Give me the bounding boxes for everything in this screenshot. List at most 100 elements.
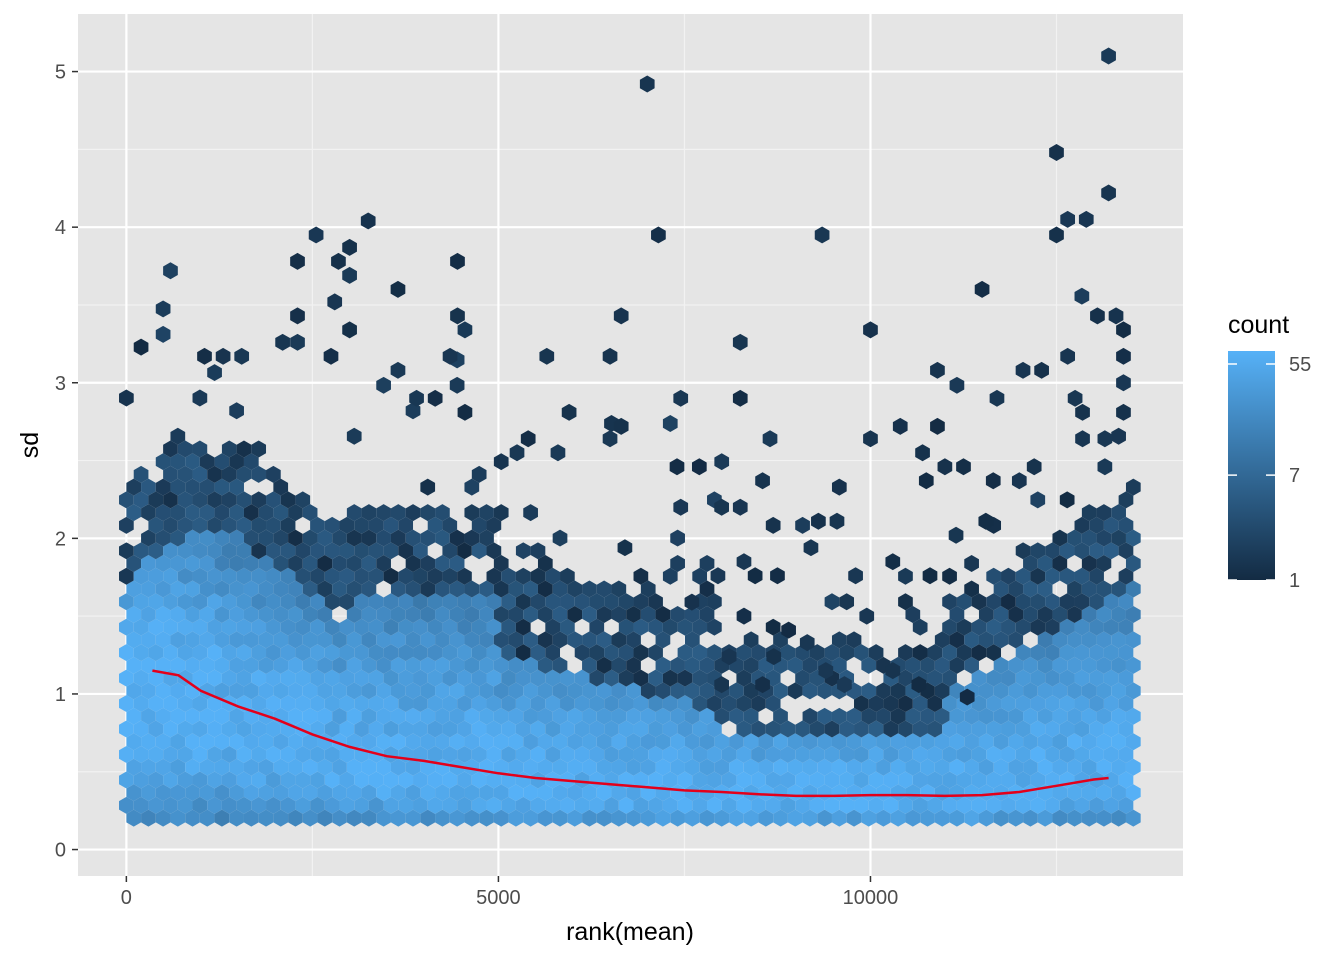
- hex-cell: [368, 516, 384, 534]
- hex-cell: [1023, 682, 1038, 700]
- hex-cell: [1118, 669, 1134, 687]
- hex-cell: [515, 669, 531, 687]
- hex-cell: [846, 784, 862, 802]
- hex-cell: [692, 720, 708, 738]
- hex-cell: [221, 465, 237, 483]
- hex-cell: [1052, 529, 1068, 547]
- hex-cell: [1015, 720, 1031, 738]
- hex-cell: [192, 796, 208, 814]
- hex-cell: [383, 796, 399, 814]
- hex-cell: [302, 555, 318, 573]
- hex-cell: [501, 695, 516, 713]
- hex-cell: [707, 746, 722, 763]
- hex-cell: [405, 733, 421, 751]
- hex-cell: [141, 555, 156, 573]
- hex-cell: [199, 656, 215, 674]
- hex-cell: [339, 746, 355, 763]
- hex-cell: [207, 465, 222, 483]
- hex-cell: [148, 669, 164, 687]
- hex-cell: [670, 758, 685, 776]
- hex-cell: [670, 656, 685, 674]
- hex-cell: [501, 618, 516, 636]
- hex-cell: [383, 771, 399, 789]
- hex-cell: [346, 504, 362, 522]
- hex-cell: [155, 325, 171, 343]
- hex-cell: [214, 605, 230, 623]
- hex-cell: [1052, 784, 1068, 802]
- hex-cell: [1001, 796, 1016, 814]
- x-tick-label: 10000: [843, 887, 899, 909]
- hex-cell-outlier: [1116, 374, 1131, 392]
- hex-cell: [288, 733, 303, 751]
- hex-cell-outlier: [1026, 458, 1042, 476]
- hex-cell: [707, 771, 722, 789]
- hex-cell: [1001, 771, 1016, 789]
- legend-colorbar: [1228, 351, 1275, 580]
- hex-cell: [1103, 695, 1119, 713]
- hex-cell: [243, 529, 259, 547]
- hex-cell: [1103, 593, 1119, 611]
- hex-cell: [221, 644, 237, 662]
- hex-cell: [993, 758, 1009, 776]
- hex-cell-outlier: [651, 226, 666, 244]
- hex-cell: [640, 707, 656, 725]
- hex-cell: [986, 618, 1002, 636]
- hex-cell: [155, 529, 171, 547]
- hex-cell: [221, 542, 237, 560]
- hex-cell: [310, 618, 325, 636]
- hex-cell: [1118, 644, 1134, 662]
- hex-cell: [545, 796, 561, 814]
- hex-cell: [1103, 644, 1119, 662]
- hex-cell: [1015, 796, 1031, 814]
- hex-cell: [214, 555, 230, 573]
- hex-cell: [515, 720, 531, 738]
- hex-cell: [288, 631, 303, 649]
- hex-cell: [192, 720, 208, 738]
- hex-cell: [552, 784, 568, 802]
- hex-cell-outlier: [766, 648, 782, 666]
- hex-cell: [163, 746, 178, 763]
- x-axis: 0 5000 10000: [121, 876, 898, 909]
- hex-cell: [1111, 529, 1126, 547]
- hex-cell: [413, 567, 428, 585]
- hex-cell-outlier: [770, 567, 785, 585]
- hex-cell: [126, 784, 142, 802]
- hex-cell: [743, 631, 759, 649]
- hex-cell: [346, 707, 362, 725]
- hex-cell: [420, 809, 436, 827]
- hex-cell: [221, 516, 237, 534]
- hex-cell: [273, 809, 289, 827]
- hex-cell: [163, 440, 178, 458]
- hex-cell: [207, 771, 222, 789]
- hex-cell: [978, 784, 994, 802]
- hex-cell: [560, 618, 575, 636]
- hex-cell: [177, 796, 193, 814]
- hex-cell: [618, 720, 634, 738]
- hex-cell: [486, 669, 502, 687]
- hex-cell: [457, 746, 472, 763]
- hex-cell: [295, 796, 311, 814]
- hex-cell: [361, 504, 377, 522]
- hex-cell: [1037, 682, 1053, 700]
- hex-cell: [949, 656, 965, 674]
- hex-cell: [361, 784, 377, 802]
- hex-cell: [1030, 593, 1046, 611]
- hex-cell: [471, 720, 487, 738]
- hex-cell: [1125, 478, 1141, 496]
- hex-cell: [148, 593, 164, 611]
- hex-cell: [1037, 555, 1053, 573]
- hex-cell: [479, 656, 494, 674]
- hex-cell: [596, 707, 612, 725]
- hex-cell: [515, 695, 531, 713]
- hex-cell: [699, 605, 715, 623]
- hex-cell: [420, 784, 436, 802]
- hex-cell: [1037, 733, 1053, 751]
- hex-cell: [339, 593, 355, 611]
- hex-cell: [582, 656, 597, 674]
- hex-cell: [302, 784, 318, 802]
- hex-cell: [126, 656, 142, 674]
- hex-cell: [1125, 605, 1141, 623]
- hex-cell: [339, 516, 355, 534]
- hex-cell: [185, 555, 200, 573]
